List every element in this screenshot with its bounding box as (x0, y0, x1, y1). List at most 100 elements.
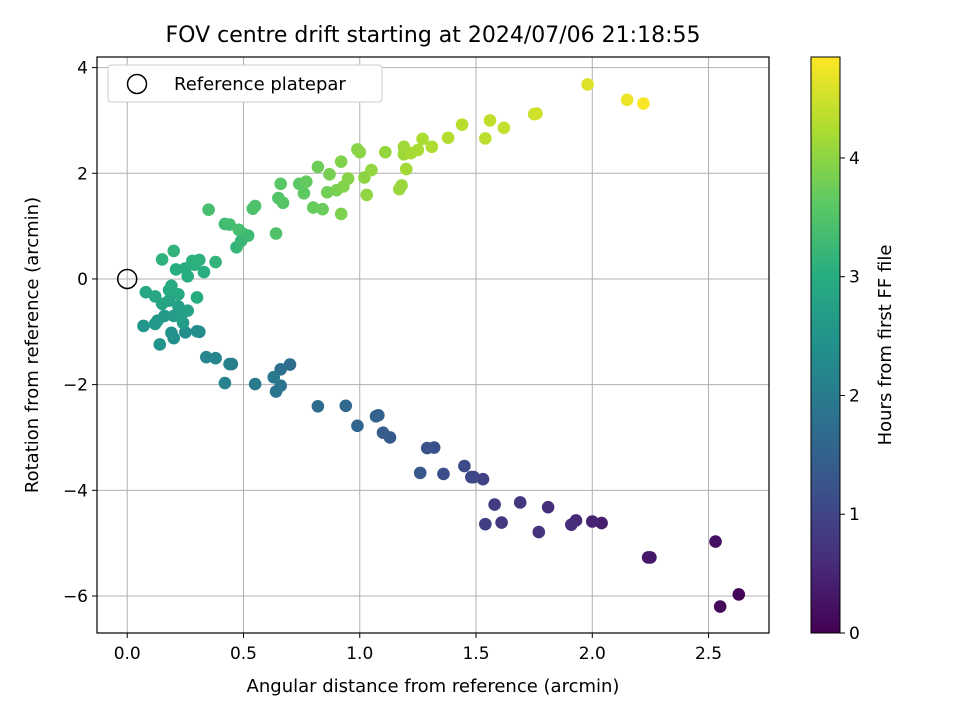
scatter-point (334, 207, 348, 221)
scatter-point (376, 426, 390, 440)
reference-marker-layer (116, 268, 138, 290)
scatter-point (209, 255, 222, 269)
scatter-point (274, 177, 287, 191)
scatter-point (323, 168, 336, 181)
colorbar-tick-label: 4 (849, 149, 860, 169)
colorbar-tick-label: 3 (849, 268, 860, 288)
scatter-point (311, 160, 325, 174)
scatter-point (365, 163, 378, 177)
scatter-point (411, 143, 425, 157)
scatter-point (334, 155, 348, 168)
scatter-point (316, 202, 329, 216)
scatter-point (181, 304, 194, 317)
legend-label-reference-platepar: Reference platepar (174, 74, 346, 95)
scatter-point (581, 78, 594, 91)
x-tick-label: 0.5 (230, 644, 257, 664)
scatter-point (713, 600, 727, 613)
scatter-point (379, 145, 392, 159)
scatter-point (541, 500, 555, 514)
scatter-point (276, 196, 290, 210)
scatter-point (158, 309, 171, 323)
scatter-point (420, 441, 434, 455)
scatter-point (530, 107, 543, 120)
scatter-point (353, 145, 367, 159)
scatter-point (413, 466, 427, 480)
scatter-point (165, 279, 178, 293)
scatter-point (637, 97, 650, 110)
scatter-point (167, 244, 181, 258)
scatter-point (179, 326, 192, 339)
scatter-point (437, 467, 450, 481)
scatter-point (483, 114, 497, 127)
scatter-point (399, 162, 413, 176)
scatter-point (360, 188, 374, 202)
scatter-point (232, 223, 246, 237)
scatter-point (416, 132, 429, 146)
scatter-point (441, 131, 455, 145)
x-tick-label: 0.0 (114, 644, 141, 664)
scatter-point (339, 399, 353, 413)
legend-box (107, 64, 383, 103)
scatter-point (223, 218, 236, 231)
scatter-point (479, 517, 492, 531)
scatter-point (306, 201, 320, 214)
data-points (137, 78, 746, 613)
scatter-point (153, 338, 167, 351)
x-tick-label: 1.0 (346, 644, 373, 664)
y-tick-label: −6 (63, 587, 88, 607)
legend: Reference platepar (107, 64, 383, 103)
scatter-point (199, 350, 213, 364)
scatter-point (190, 324, 204, 338)
scatter-point (532, 525, 546, 539)
scatter-point (148, 317, 162, 331)
scatter-point (311, 399, 325, 413)
scatter-point (351, 419, 364, 433)
x-tick-label: 2.5 (695, 644, 722, 664)
scatter-point (248, 199, 262, 213)
scatter-point (425, 140, 439, 154)
scatter-point (169, 263, 183, 276)
y-tick-label: −4 (63, 481, 88, 501)
scatter-point (209, 351, 222, 365)
y-tick-label: −2 (63, 376, 88, 396)
scatter-point (137, 319, 150, 333)
scatter-point (495, 516, 508, 529)
colorbar-gradient (810, 56, 841, 634)
scatter-point (202, 203, 215, 217)
scatter-point (248, 377, 262, 391)
scatter-point (269, 385, 283, 398)
scatter-point (341, 172, 355, 185)
scatter-point (479, 132, 492, 145)
scatter-point (395, 179, 408, 192)
scatter-point (497, 121, 511, 135)
chart-title: FOV centre drift starting at 2024/07/06 … (166, 23, 701, 48)
colorbar-tick-label: 2 (849, 386, 860, 406)
scatter-point (595, 516, 608, 530)
plot-area-frame (96, 56, 770, 634)
scatter-point (223, 357, 236, 371)
colorbar: 0 1 2 3 4 Hours from first FF file (810, 56, 896, 644)
scatter-point (620, 93, 634, 107)
scatter-point (283, 358, 297, 371)
scatter-point (139, 285, 153, 299)
x-axis-label: Angular distance from reference (arcmin) (247, 676, 620, 697)
colorbar-ticks: 0 1 2 3 4 (840, 149, 860, 644)
scatter-point (218, 376, 232, 390)
y-tick-label: 0 (77, 270, 88, 290)
scatter-point (585, 515, 599, 528)
colorbar-tick-label: 1 (849, 505, 860, 525)
y-axis-label: Rotation from reference (arcmin) (22, 197, 43, 493)
x-tick-label: 1.5 (462, 644, 489, 664)
scatter-point (190, 291, 204, 304)
scatter-point (455, 118, 469, 131)
x-tick-label: 2.0 (579, 644, 606, 664)
colorbar-label: Hours from first FF file (875, 245, 896, 446)
scatter-point (155, 253, 169, 266)
reference-platepar-marker (116, 268, 138, 290)
x-axis-ticks: 0.0 0.5 1.0 1.5 2.0 2.5 (114, 633, 722, 664)
y-tick-label: 4 (77, 59, 88, 79)
scatter-point (458, 459, 471, 473)
scatter-point (172, 287, 185, 301)
scatter-point (297, 187, 311, 200)
scatter-point (241, 229, 255, 242)
